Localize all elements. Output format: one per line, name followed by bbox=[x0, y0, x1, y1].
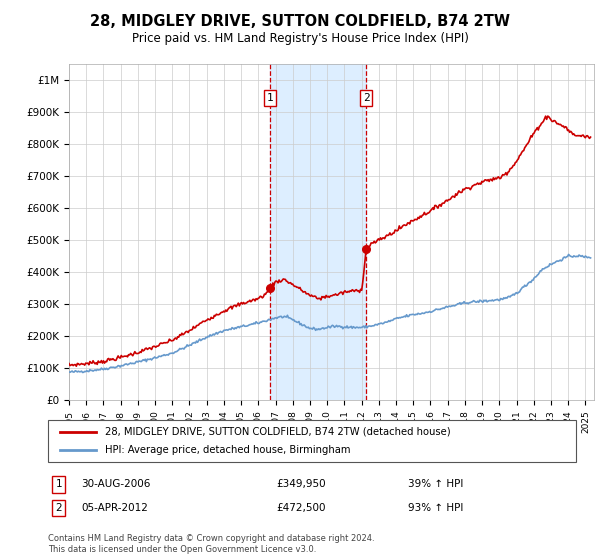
Text: 05-APR-2012: 05-APR-2012 bbox=[81, 503, 148, 513]
Text: 2: 2 bbox=[55, 503, 62, 513]
Text: £472,500: £472,500 bbox=[276, 503, 325, 513]
Bar bbox=[270, 64, 366, 400]
Text: 1: 1 bbox=[55, 479, 62, 489]
Text: £349,950: £349,950 bbox=[276, 479, 326, 489]
Text: 30-AUG-2006: 30-AUG-2006 bbox=[81, 479, 151, 489]
Text: 28, MIDGLEY DRIVE, SUTTON COLDFIELD, B74 2TW: 28, MIDGLEY DRIVE, SUTTON COLDFIELD, B74… bbox=[90, 14, 510, 29]
Text: 39% ↑ HPI: 39% ↑ HPI bbox=[408, 479, 463, 489]
Text: 1: 1 bbox=[266, 93, 273, 103]
Text: HPI: Average price, detached house, Birmingham: HPI: Average price, detached house, Birm… bbox=[105, 445, 350, 455]
Text: Price paid vs. HM Land Registry's House Price Index (HPI): Price paid vs. HM Land Registry's House … bbox=[131, 32, 469, 45]
Text: 2: 2 bbox=[363, 93, 370, 103]
Text: 28, MIDGLEY DRIVE, SUTTON COLDFIELD, B74 2TW (detached house): 28, MIDGLEY DRIVE, SUTTON COLDFIELD, B74… bbox=[105, 427, 451, 437]
Text: Contains HM Land Registry data © Crown copyright and database right 2024.
This d: Contains HM Land Registry data © Crown c… bbox=[48, 534, 374, 554]
Text: 93% ↑ HPI: 93% ↑ HPI bbox=[408, 503, 463, 513]
